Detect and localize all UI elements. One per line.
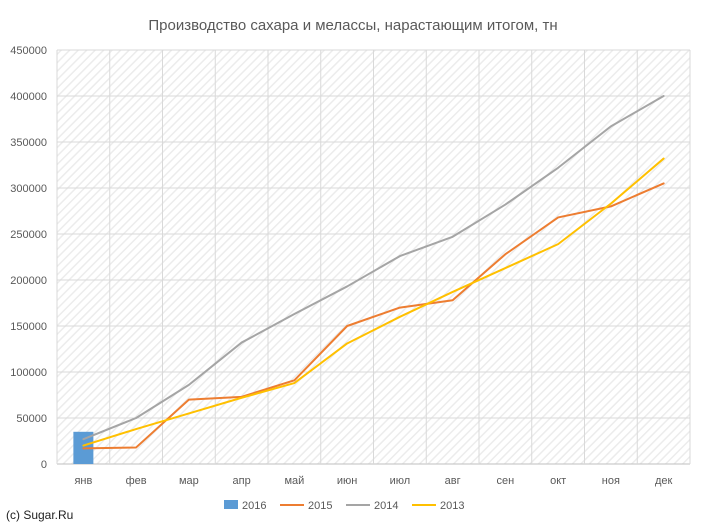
legend: 2016 2015 2014 2013	[224, 500, 464, 512]
x-tick-label: дек	[655, 475, 673, 487]
legend-label-2013: 2013	[440, 500, 464, 512]
series-line-2014	[82, 95, 665, 441]
y-tick-label: 0	[41, 459, 47, 471]
series-line-2013	[82, 157, 665, 447]
plot-area: 0 50000 100000 150000 200000 250000 300000 3500…	[10, 45, 691, 487]
legend-label-2015: 2015	[308, 500, 332, 512]
y-tick-label: 50000	[16, 413, 47, 425]
series-line-2015	[82, 182, 665, 450]
y-tick-label: 250000	[10, 229, 47, 241]
y-tick-label: 150000	[10, 321, 47, 333]
y-tick-label: 100000	[10, 367, 47, 379]
x-tick-label: мар	[179, 475, 199, 487]
y-tick-label: 400000	[10, 91, 47, 103]
x-tick-label: июл	[390, 475, 411, 487]
y-tick-label: 200000	[10, 275, 47, 287]
chart-title: Производство сахара и мелассы, нарастающ…	[148, 17, 557, 34]
legend-swatch-2016	[224, 500, 238, 509]
x-tick-label: май	[284, 475, 304, 487]
legend-label-2014: 2014	[374, 500, 398, 512]
x-tick-label: авг	[445, 475, 461, 487]
x-tick-label: янв	[74, 475, 92, 487]
x-tick-label: сен	[497, 475, 515, 487]
y-tick-label: 300000	[10, 183, 47, 195]
x-tick-label: окт	[550, 475, 566, 487]
credit-text: (c) Sugar.Ru	[6, 508, 73, 522]
x-tick-label: фев	[126, 475, 147, 487]
x-tick-label: ноя	[602, 475, 620, 487]
y-tick-label: 450000	[10, 45, 47, 57]
legend-label-2016: 2016	[242, 500, 266, 512]
y-tick-label: 350000	[10, 137, 47, 149]
x-tick-label: апр	[233, 475, 251, 487]
x-tick-label: июн	[337, 475, 357, 487]
